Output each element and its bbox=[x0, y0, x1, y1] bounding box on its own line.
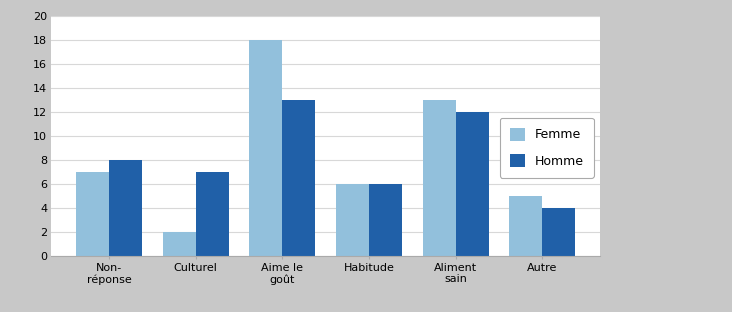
Legend: Femme, Homme: Femme, Homme bbox=[500, 118, 594, 178]
Bar bbox=[369, 184, 402, 256]
Bar bbox=[195, 172, 228, 256]
Bar bbox=[336, 184, 369, 256]
Bar bbox=[163, 232, 195, 256]
Bar bbox=[250, 40, 283, 256]
Bar bbox=[76, 172, 109, 256]
Bar bbox=[283, 100, 315, 256]
Bar bbox=[109, 160, 142, 256]
Bar bbox=[509, 196, 542, 256]
Bar bbox=[542, 208, 575, 256]
Bar bbox=[423, 100, 456, 256]
Bar bbox=[456, 112, 489, 256]
